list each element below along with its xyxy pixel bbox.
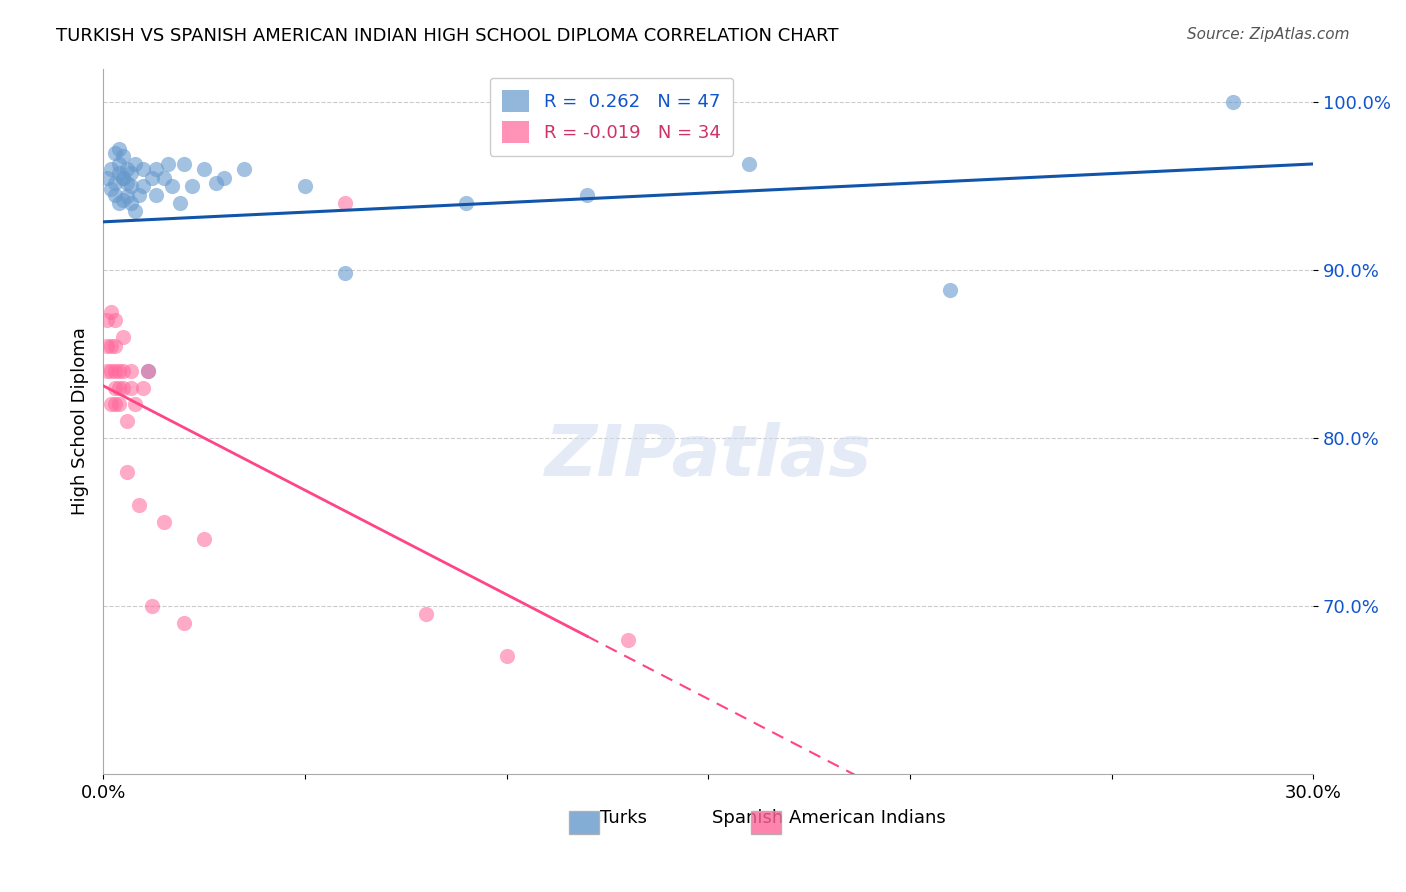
Point (112, 364, 135, 378)
Point (333, 195, 356, 210)
Point (576, 187, 599, 202)
Point (333, 267, 356, 281)
Point (939, 283, 962, 297)
Point (124, 157, 146, 171)
Point (108, 166, 131, 180)
Text: Spanish American Indians: Spanish American Indians (713, 809, 946, 828)
Point (104, 176, 127, 190)
Point (112, 170, 135, 185)
Text: Turks: Turks (600, 809, 647, 828)
Point (294, 179, 316, 194)
Legend: R =  0.262   N = 47, R = -0.019   N = 34: R = 0.262 N = 47, R = -0.019 N = 34 (489, 78, 734, 156)
Point (120, 179, 142, 194)
Point (112, 381, 135, 395)
Point (112, 193, 135, 207)
Point (108, 397, 131, 411)
FancyBboxPatch shape (751, 811, 780, 834)
Point (132, 179, 155, 194)
Point (132, 162, 155, 177)
Point (108, 142, 131, 156)
Point (180, 179, 202, 194)
Point (104, 313, 127, 327)
Point (233, 162, 256, 177)
Point (152, 170, 174, 185)
Point (104, 364, 127, 378)
Point (156, 157, 179, 171)
Point (108, 157, 131, 171)
Point (128, 187, 150, 202)
Point (136, 364, 159, 378)
Point (108, 381, 131, 395)
Point (120, 195, 142, 210)
Point (96, 364, 118, 378)
Point (117, 162, 139, 177)
Point (104, 397, 127, 411)
Text: ZIPatlas: ZIPatlas (544, 422, 872, 491)
Point (616, 632, 638, 647)
Point (141, 170, 163, 185)
FancyBboxPatch shape (569, 811, 599, 834)
Point (96, 313, 118, 327)
Point (193, 162, 215, 177)
Point (193, 532, 215, 546)
Point (141, 599, 163, 613)
Point (96, 170, 118, 185)
Point (152, 515, 174, 529)
Point (124, 204, 146, 219)
Point (169, 195, 191, 210)
Point (120, 364, 142, 378)
Y-axis label: High School Diploma: High School Diploma (72, 327, 89, 516)
Point (415, 607, 437, 622)
Point (128, 498, 150, 512)
Point (117, 189, 139, 203)
Text: Source: ZipAtlas.com: Source: ZipAtlas.com (1187, 27, 1350, 42)
Point (205, 176, 228, 190)
Point (120, 166, 142, 180)
Point (124, 397, 146, 411)
Point (96, 339, 118, 353)
Point (117, 465, 139, 479)
Point (100, 339, 122, 353)
Point (132, 381, 155, 395)
Point (104, 145, 127, 160)
Point (1222, 95, 1244, 109)
Point (108, 195, 131, 210)
Point (100, 397, 122, 411)
Point (100, 162, 122, 177)
Point (120, 381, 142, 395)
Text: TURKISH VS SPANISH AMERICAN INDIAN HIGH SCHOOL DIPLOMA CORRELATION CHART: TURKISH VS SPANISH AMERICAN INDIAN HIGH … (56, 27, 839, 45)
Point (136, 364, 159, 378)
Point (100, 305, 122, 319)
Point (104, 339, 127, 353)
Point (160, 179, 183, 194)
Point (100, 182, 122, 196)
Point (117, 414, 139, 428)
Point (117, 176, 139, 190)
Point (112, 330, 135, 344)
Point (173, 157, 195, 171)
Point (173, 615, 195, 630)
Point (112, 149, 135, 163)
Point (495, 649, 517, 664)
Point (737, 157, 759, 171)
Point (108, 364, 131, 378)
Point (104, 187, 127, 202)
Point (456, 195, 478, 210)
Point (145, 187, 167, 202)
Point (212, 170, 235, 185)
Point (100, 364, 122, 378)
Point (104, 381, 127, 395)
Point (145, 162, 167, 177)
Point (112, 170, 135, 185)
